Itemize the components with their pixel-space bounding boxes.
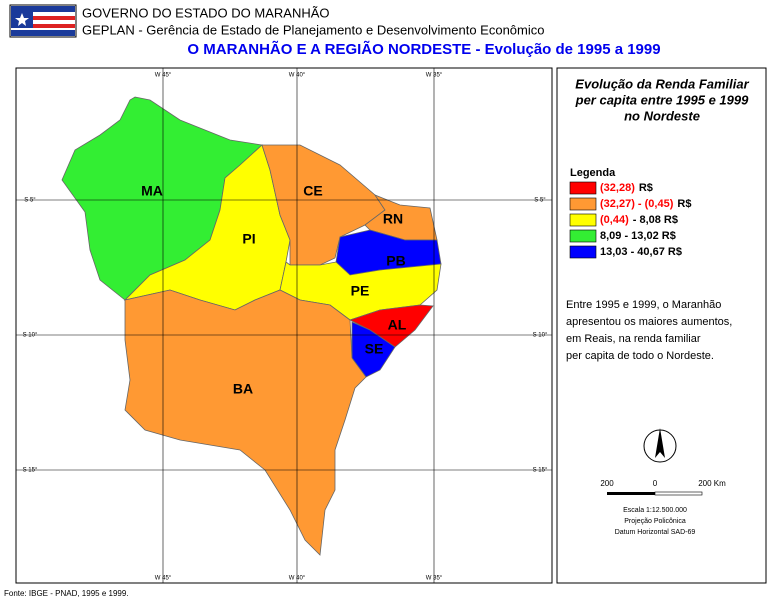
grid-label: W 40° — [289, 576, 306, 582]
scale-label: 200 — [600, 479, 614, 488]
note-line: per capita de todo o Nordeste. — [566, 350, 714, 362]
logo-band — [11, 6, 75, 12]
logo-band — [11, 20, 75, 24]
logo-band — [11, 16, 75, 20]
grid-label: W 45° — [155, 576, 172, 582]
legend-label: 13,03 - 40,67 R$ — [600, 246, 682, 258]
state-label: SE — [365, 341, 384, 357]
grid-label: W 35° — [426, 576, 443, 582]
legend-label-part: (32,27) - (0,45) — [600, 198, 674, 210]
header-line: GEPLAN - Gerência de Estado de Planejame… — [82, 22, 544, 37]
north-arrow — [655, 428, 665, 458]
panel-title: no Nordeste — [624, 108, 700, 123]
legend-swatch — [569, 197, 597, 211]
scale-note: Escala 1:12.500.000 — [623, 507, 687, 514]
grid-label: S 5° — [534, 198, 546, 204]
panel-frame — [556, 67, 767, 584]
grid-label: S 10° — [23, 333, 38, 339]
legend-label-part: R$ — [639, 182, 653, 194]
note-line: Entre 1995 e 1999, o Maranhão — [566, 299, 721, 311]
note-line: em Reais, na renda familiar — [566, 333, 701, 345]
state-label: PB — [386, 253, 405, 269]
map: W 45° W 45° W 40° W 40° W 35° W 35° S 5° S 5° S … — [16, 68, 552, 583]
legend-swatch — [569, 245, 597, 259]
state-label: PE — [351, 283, 370, 299]
scale-label: 0 — [653, 479, 658, 488]
scale-note: Datum Horizontal SAD-69 — [615, 529, 696, 536]
logo-band — [11, 30, 75, 36]
logo-star — [15, 13, 29, 26]
legend-label-part: 8,09 - 13,02 R$ — [600, 230, 676, 242]
legend-title: Legenda — [570, 167, 616, 179]
legend-label-part: 13,03 - 40,67 R$ — [600, 246, 682, 258]
state-label: PI — [242, 231, 255, 247]
logo-band — [11, 24, 75, 28]
page-title: O MARANHÃO E A REGIÃO NORDESTE - Evoluçã… — [187, 40, 660, 58]
state-label: MA — [141, 183, 163, 199]
grid-label: W 45° — [155, 73, 172, 79]
legend-label: (0,44) - 8,08 R$ — [600, 214, 678, 226]
state-label: CE — [303, 183, 322, 199]
grid-label: S 10° — [533, 333, 548, 339]
scale-bar — [654, 491, 703, 496]
scale-note: Projeção Policônica — [624, 518, 686, 525]
legend-label-part: (0,44) — [600, 214, 629, 226]
state — [261, 144, 386, 266]
legend-swatch — [569, 229, 597, 243]
grid-label: S 15° — [23, 468, 38, 474]
state-label: BA — [233, 381, 253, 397]
panel-title: per capita entre 1995 e 1999 — [575, 92, 749, 107]
note-line: apresentou os maiores aumentos, — [566, 316, 732, 328]
scale-bar — [607, 492, 655, 495]
grid-label: W 40° — [289, 73, 306, 79]
header-line: GOVERNO DO ESTADO DO MARANHÃO — [82, 5, 330, 20]
state-label: AL — [388, 317, 407, 333]
legend-label-part: - 8,08 R$ — [633, 214, 678, 226]
legend-label-part: R$ — [677, 198, 691, 210]
source: Fonte: IBGE - PNAD, 1995 e 1999. — [4, 589, 129, 598]
legend-swatch — [569, 181, 597, 195]
legend-label: (32,28) R$ — [600, 182, 653, 194]
legend-label: (32,27) - (0,45) R$ — [600, 198, 691, 210]
grid-label: S 15° — [533, 468, 548, 474]
panel-title: Evolução da Renda Familiar — [575, 76, 749, 91]
scale-label: 200 Km — [698, 479, 726, 488]
legend-label-part: (32,28) — [600, 182, 635, 194]
logo-band — [11, 12, 75, 16]
state-label: RN — [383, 211, 403, 227]
legend-label: 8,09 - 13,02 R$ — [600, 230, 676, 242]
grid-label: W 35° — [426, 73, 443, 79]
legend-swatch — [569, 213, 597, 227]
state — [124, 289, 367, 556]
grid-label: S 5° — [24, 198, 36, 204]
logo — [9, 4, 77, 38]
